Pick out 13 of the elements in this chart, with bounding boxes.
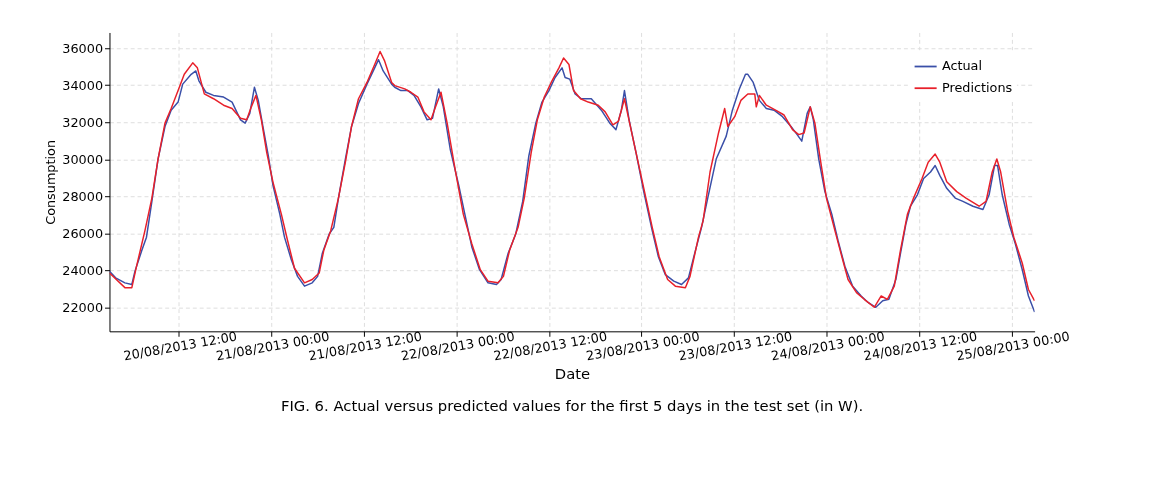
y-tick-label: 28000 <box>62 188 104 204</box>
y-tick-label: 32000 <box>62 114 104 130</box>
y-tick-label: 34000 <box>62 77 104 93</box>
x-axis-title: Date <box>554 365 591 383</box>
y-tick-label: 36000 <box>62 40 104 56</box>
text: FIG. 6. Actual versus predicted values for the first 5 days in the test set (in W). <box>280 397 864 415</box>
y-tick-label: 26000 <box>62 225 104 241</box>
y-tick-label: 24000 <box>62 262 104 278</box>
y-axis-title: Consumption <box>43 139 59 225</box>
y-tick-label: 22000 <box>62 299 104 315</box>
legend-label: Predictions <box>941 80 1013 96</box>
legend-label: Actual <box>941 58 983 74</box>
y-tick-label: 30000 <box>62 151 104 167</box>
